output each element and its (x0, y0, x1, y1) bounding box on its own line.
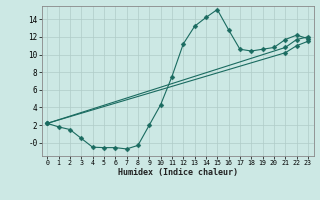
X-axis label: Humidex (Indice chaleur): Humidex (Indice chaleur) (118, 168, 237, 177)
